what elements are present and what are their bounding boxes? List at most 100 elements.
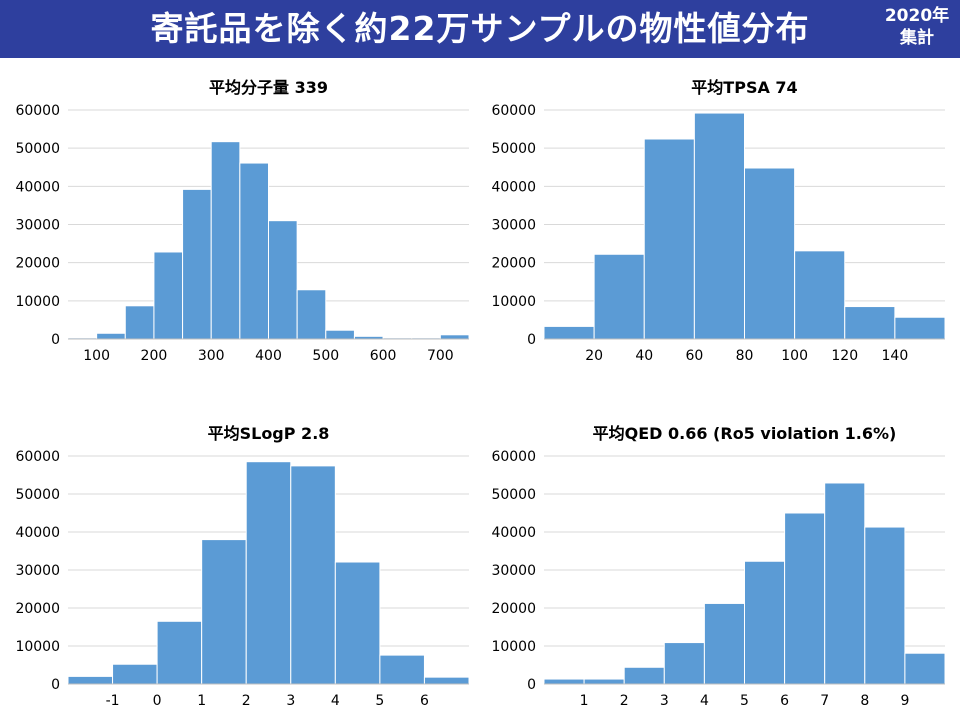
chart-panel-2: 平均TPSA 74 0 10000 20000 30000 40000 50000 60000… [491, 78, 946, 364]
chart-title: 平均QED 0.66 (Ro5 violation 1.6%) [593, 424, 897, 443]
y-tick-label: 60000 [491, 449, 536, 465]
x-tick-label: 3 [660, 693, 669, 709]
x-tick-label: 300 [198, 348, 225, 364]
histogram-bar [325, 329, 355, 340]
histogram-bar [844, 306, 896, 340]
y-tick-label: 0 [527, 677, 536, 693]
histogram-bar [794, 250, 846, 340]
y-tick-label: 60000 [15, 103, 60, 119]
chart-panel-4: 平均QED 0.66 (Ro5 violation 1.6%) 0 10000 200… [491, 424, 946, 709]
y-tick-label: 10000 [491, 294, 536, 310]
x-tick-label: 40 [635, 348, 653, 364]
histogram-bar [334, 561, 381, 685]
y-tick-label: 50000 [491, 141, 536, 157]
y-tick-label: 50000 [15, 141, 60, 157]
x-tick-label: 4 [700, 693, 709, 709]
histogram-bar [96, 332, 126, 340]
x-tick-label: 400 [255, 348, 282, 364]
y-tick-label: 30000 [491, 218, 536, 234]
x-tick-label: 100 [83, 348, 110, 364]
title-banner [0, 0, 960, 58]
histogram-bar [744, 560, 786, 685]
chart-title: 平均分子量 339 [209, 78, 328, 97]
histogram-bar [663, 642, 705, 685]
y-tick-label: 20000 [491, 256, 536, 272]
histogram-bar [182, 188, 212, 340]
histogram-bar [693, 112, 745, 340]
y-tick-label: 20000 [491, 601, 536, 617]
y-tick-label: 40000 [491, 525, 536, 541]
histogram-bar [67, 675, 114, 685]
y-tick-label: 10000 [491, 639, 536, 655]
chart-title: 平均TPSA 74 [691, 78, 797, 97]
x-tick-label: 7 [820, 693, 829, 709]
x-tick-label: -1 [106, 693, 120, 709]
x-tick-label: 6 [420, 693, 429, 709]
chart-title: 平均SLogP 2.8 [208, 424, 330, 443]
x-tick-label: 2 [242, 693, 251, 709]
histogram-bar [210, 141, 241, 340]
y-tick-label: 30000 [15, 218, 60, 234]
x-tick-label: 100 [781, 348, 808, 364]
histogram-bar [744, 167, 796, 340]
histogram-bar [379, 654, 425, 685]
y-tick-label: 40000 [491, 179, 536, 195]
histogram-bar [864, 526, 906, 685]
histogram-bar [153, 251, 184, 340]
histogram-bar [423, 676, 470, 685]
y-tick-label: 10000 [15, 639, 60, 655]
year-label: 2020年 集計 [880, 5, 954, 49]
y-tick-label: 0 [51, 332, 60, 348]
histogram-bar [643, 138, 695, 340]
y-tick-label: 10000 [15, 294, 60, 310]
page-title: 寄託品を除く約22万サンプルの物性値分布 [150, 9, 810, 48]
x-tick-label: 500 [312, 348, 339, 364]
histogram-bar [543, 325, 595, 340]
x-tick-label: 120 [831, 348, 858, 364]
histogram-bar [593, 253, 645, 340]
y-tick-label: 30000 [491, 563, 536, 579]
y-tick-label: 0 [51, 677, 60, 693]
y-tick-label: 60000 [491, 103, 536, 119]
x-tick-label: 6 [780, 693, 789, 709]
x-tick-label: 80 [736, 348, 754, 364]
x-tick-label: 5 [740, 693, 749, 709]
chart-panel-3: 平均SLogP 2.8 0 10000 20000 30000 40000 50000 600… [15, 424, 470, 709]
histogram-bar [239, 162, 270, 340]
histogram-bar [439, 334, 470, 340]
histogram-bar [824, 482, 866, 685]
chart-panel-1: 平均分子量 339 0 10000 20000 30000 40000 50000 60000… [15, 78, 470, 364]
year-line-2: 集計 [900, 28, 934, 48]
year-line-1: 2020年 [884, 6, 950, 26]
x-tick-label: 9 [900, 693, 909, 709]
y-tick-label: 40000 [15, 179, 60, 195]
histogram-bar [296, 289, 327, 340]
x-tick-label: 60 [685, 348, 703, 364]
y-tick-label: 50000 [15, 487, 60, 503]
histogram-bar [904, 652, 946, 685]
x-tick-label: 5 [375, 693, 384, 709]
y-tick-label: 0 [527, 332, 536, 348]
x-tick-label: 1 [197, 693, 206, 709]
x-tick-label: 20 [585, 348, 603, 364]
histogram-bar [290, 465, 336, 685]
y-tick-label: 40000 [15, 525, 60, 541]
histogram-bar [784, 512, 826, 685]
y-tick-label: 60000 [15, 449, 60, 465]
x-tick-label: 200 [141, 348, 168, 364]
histogram-bar [583, 678, 625, 685]
x-tick-label: 2 [620, 693, 629, 709]
y-tick-label: 20000 [15, 601, 60, 617]
y-tick-label: 50000 [491, 487, 536, 503]
histogram-bar [156, 620, 203, 685]
x-tick-label: 700 [427, 348, 454, 364]
x-tick-label: 0 [153, 693, 162, 709]
x-tick-label: 3 [286, 693, 295, 709]
histogram-bar [703, 602, 746, 685]
x-tick-label: 8 [860, 693, 869, 709]
x-tick-label: 600 [370, 348, 397, 364]
y-tick-label: 30000 [15, 563, 60, 579]
histogram-bar [124, 305, 155, 340]
x-tick-label: 140 [882, 348, 909, 364]
